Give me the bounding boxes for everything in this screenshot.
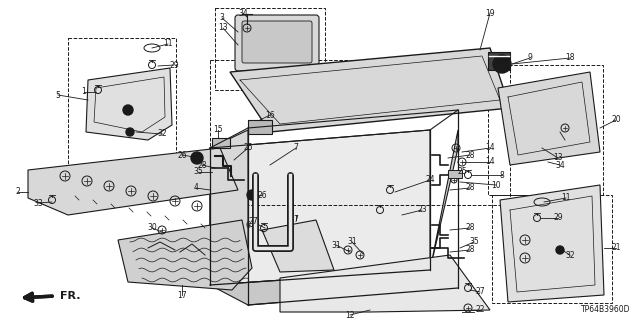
Text: 2: 2 [15, 188, 20, 196]
Text: 28: 28 [197, 161, 207, 170]
Bar [212, 138, 230, 148]
Text: 32: 32 [157, 130, 167, 139]
Text: TP64B3960D: TP64B3960D [580, 305, 630, 314]
Text: 28: 28 [465, 245, 475, 254]
Polygon shape [210, 270, 458, 305]
Text: 27: 27 [475, 287, 485, 297]
Bar [68, 38, 176, 168]
Text: 28: 28 [465, 223, 475, 233]
Polygon shape [28, 148, 238, 215]
Text: 35: 35 [469, 237, 479, 246]
Polygon shape [498, 72, 600, 165]
Polygon shape [430, 130, 458, 270]
Text: 28: 28 [465, 150, 475, 159]
Text: 13: 13 [218, 23, 228, 33]
Polygon shape [500, 185, 604, 302]
Text: 7: 7 [294, 215, 298, 225]
Text: 25: 25 [243, 143, 253, 153]
Text: 16: 16 [265, 110, 275, 119]
Bar [248, 120, 272, 134]
Text: 35: 35 [193, 167, 203, 177]
Polygon shape [210, 130, 248, 285]
Text: 22: 22 [476, 306, 484, 315]
Text: 26: 26 [177, 150, 187, 159]
Text: 20: 20 [611, 116, 621, 124]
Polygon shape [230, 48, 510, 132]
Bar [210, 60, 510, 205]
Circle shape [126, 128, 134, 136]
Text: 31: 31 [331, 241, 341, 250]
Bar [488, 52, 510, 70]
Polygon shape [86, 68, 172, 140]
Polygon shape [280, 255, 490, 312]
Text: 30: 30 [147, 223, 157, 233]
Text: 31: 31 [347, 237, 357, 246]
Bar [492, 195, 612, 303]
Text: 32: 32 [565, 251, 575, 260]
Text: 34: 34 [555, 161, 565, 170]
Text: 33: 33 [33, 198, 43, 207]
Text: 1: 1 [82, 87, 86, 97]
Text: 34: 34 [238, 9, 248, 18]
Text: 14: 14 [485, 157, 495, 166]
Text: 21: 21 [611, 244, 621, 252]
Text: FR.: FR. [60, 291, 81, 301]
Circle shape [556, 246, 564, 254]
Text: 15: 15 [213, 125, 223, 134]
Text: 14: 14 [485, 143, 495, 153]
Polygon shape [262, 220, 334, 272]
Text: 11: 11 [163, 39, 173, 49]
Polygon shape [210, 130, 430, 285]
Circle shape [191, 152, 203, 164]
Text: 29: 29 [169, 60, 179, 69]
Text: 24: 24 [425, 175, 435, 185]
Text: 18: 18 [565, 53, 575, 62]
Text: 12: 12 [345, 310, 355, 319]
Circle shape [493, 55, 511, 73]
Text: 10: 10 [491, 180, 501, 189]
Text: 23: 23 [417, 205, 427, 214]
FancyBboxPatch shape [235, 15, 319, 71]
Text: 6: 6 [246, 220, 250, 229]
Text: 26: 26 [257, 190, 267, 199]
Text: 8: 8 [500, 171, 504, 180]
Bar [215, 8, 325, 90]
Text: 27: 27 [248, 218, 258, 227]
Text: 29: 29 [553, 213, 563, 222]
Bar [488, 65, 603, 195]
Text: 25: 25 [457, 167, 467, 177]
Circle shape [123, 105, 133, 115]
Text: 9: 9 [527, 53, 532, 62]
FancyBboxPatch shape [242, 21, 312, 63]
Text: 19: 19 [485, 9, 495, 18]
Circle shape [247, 190, 257, 200]
Text: 4: 4 [193, 183, 198, 193]
Text: 28: 28 [465, 183, 475, 193]
Polygon shape [118, 220, 252, 290]
Text: 7: 7 [294, 143, 298, 153]
Bar [448, 170, 462, 178]
Text: 11: 11 [561, 194, 571, 203]
Text: 17: 17 [177, 291, 187, 300]
Text: 13: 13 [553, 154, 563, 163]
Text: 5: 5 [56, 91, 60, 100]
Text: 3: 3 [220, 13, 225, 22]
